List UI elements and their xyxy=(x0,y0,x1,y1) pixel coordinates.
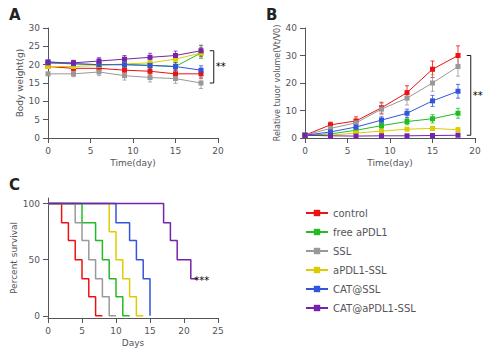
svg-text:30: 30 xyxy=(286,51,298,61)
svg-text:10: 10 xyxy=(29,96,41,106)
svg-text:20: 20 xyxy=(286,78,298,88)
svg-text:CAT@aPDL1-SSL: CAT@aPDL1-SSL xyxy=(333,303,416,314)
svg-text:**: ** xyxy=(473,90,483,101)
svg-text:SSL: SSL xyxy=(333,246,352,257)
svg-text:0: 0 xyxy=(34,311,40,321)
svg-text:5: 5 xyxy=(34,115,40,125)
svg-text:0: 0 xyxy=(34,133,40,143)
svg-text:5: 5 xyxy=(345,146,351,156)
svg-text:15: 15 xyxy=(427,146,438,156)
svg-text:5: 5 xyxy=(88,146,94,156)
svg-text:Relative tuuor volume(Vt/V0): Relative tuuor volume(Vt/V0) xyxy=(273,25,282,142)
svg-text:20: 20 xyxy=(178,326,190,336)
svg-text:Percent survival: Percent survival xyxy=(9,222,19,294)
svg-text:aPDL1-SSL: aPDL1-SSL xyxy=(333,265,387,276)
svg-text:Days: Days xyxy=(122,338,145,348)
svg-text:20: 20 xyxy=(469,146,481,156)
svg-text:25: 25 xyxy=(29,41,40,51)
svg-text:0: 0 xyxy=(302,146,308,156)
svg-text:20: 20 xyxy=(29,60,41,70)
svg-text:40: 40 xyxy=(286,23,298,33)
svg-text:5: 5 xyxy=(79,326,85,336)
svg-text:10: 10 xyxy=(127,146,139,156)
svg-text:B: B xyxy=(266,6,277,24)
svg-text:**: ** xyxy=(216,61,226,72)
svg-text:C: C xyxy=(9,176,20,194)
svg-text:Time(day): Time(day) xyxy=(366,158,413,168)
svg-text:0: 0 xyxy=(45,326,51,336)
svg-text:0: 0 xyxy=(291,133,297,143)
svg-text:CAT@SSL: CAT@SSL xyxy=(333,284,381,295)
svg-text:free aPDL1: free aPDL1 xyxy=(333,227,388,238)
svg-text:***: *** xyxy=(194,275,209,286)
svg-text:10: 10 xyxy=(286,106,298,116)
svg-text:20: 20 xyxy=(212,146,224,156)
svg-text:15: 15 xyxy=(144,326,155,336)
svg-text:Time(day): Time(day) xyxy=(109,158,156,168)
svg-text:10: 10 xyxy=(384,146,396,156)
svg-text:50: 50 xyxy=(29,255,41,265)
svg-text:Body weight(g): Body weight(g) xyxy=(15,49,25,118)
svg-text:30: 30 xyxy=(29,23,41,33)
svg-text:15: 15 xyxy=(29,78,40,88)
svg-text:10: 10 xyxy=(110,326,122,336)
svg-text:control: control xyxy=(333,208,368,219)
svg-text:25: 25 xyxy=(212,326,223,336)
svg-text:100: 100 xyxy=(23,199,40,209)
svg-text:15: 15 xyxy=(170,146,181,156)
svg-text:A: A xyxy=(9,6,21,24)
svg-text:0: 0 xyxy=(45,146,51,156)
